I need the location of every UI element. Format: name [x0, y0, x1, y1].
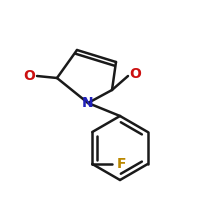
Text: N: N: [82, 96, 94, 110]
Text: F: F: [117, 157, 126, 171]
Text: O: O: [129, 67, 141, 81]
Text: O: O: [23, 69, 35, 83]
